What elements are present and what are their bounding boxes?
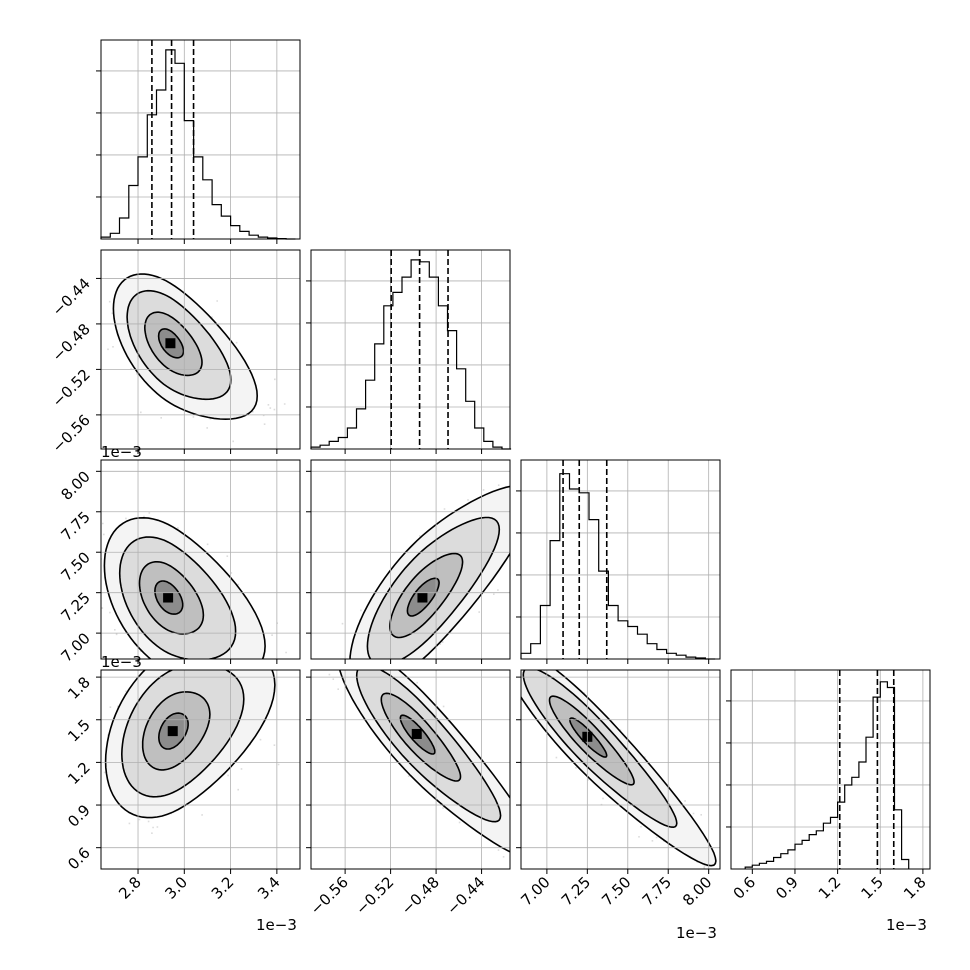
histogram-step-x0 — [100, 49, 296, 240]
offset-label-row-2: 1e−3 — [101, 653, 142, 671]
y-tick-label-x2-1: 7.25 — [57, 589, 93, 625]
histogram-step-x2 — [520, 473, 716, 660]
y-tick-label-x3-4: 1.8 — [64, 673, 94, 703]
contour-line-2 — [366, 516, 501, 659]
contour-line-1 — [141, 691, 211, 771]
density-x1-x2 — [341, 484, 510, 659]
density-x0-x3 — [103, 670, 280, 834]
contour-line-2 — [355, 670, 502, 823]
panel-frame — [310, 669, 511, 870]
contour-line-3 — [103, 516, 266, 659]
contour-panel-x0-x2 — [96, 459, 301, 664]
y-tick-label-x3-0: 0.6 — [64, 844, 94, 874]
contour-line-2 — [120, 670, 245, 798]
panel-frame — [100, 249, 301, 450]
histogram-panel-x0 — [96, 39, 301, 244]
density-peak-x1-x3 — [411, 728, 422, 739]
contour-line-0 — [157, 328, 185, 359]
offset-label-col-2: 1e−3 — [676, 924, 717, 942]
contour-line-1 — [389, 552, 464, 639]
x-tick-label-x0-3: 3.4 — [254, 873, 284, 903]
density-x1-x3 — [328, 670, 510, 858]
panel-frame — [100, 459, 301, 660]
panel-frame — [730, 669, 931, 870]
x-tick-label-x0-0: 2.8 — [115, 873, 145, 903]
panel-frame — [310, 459, 511, 660]
histogram-panel-x1 — [306, 249, 512, 454]
contour-panel-x1-x2 — [306, 459, 511, 664]
density-layer — [101, 273, 718, 869]
contour-line-1 — [548, 695, 635, 786]
panel-frame — [310, 249, 511, 450]
x-tick-label-x2-1: 7.25 — [558, 873, 594, 909]
density-peak-x0-x1 — [165, 338, 176, 349]
x-tick-label-x1-1: −0.52 — [352, 873, 397, 918]
x-tick-label-x3-1: 0.9 — [772, 873, 802, 903]
contour-panel-x0-x3 — [96, 669, 301, 874]
y-tick-label-x3-2: 1.2 — [64, 758, 94, 788]
panel-frame — [520, 669, 721, 870]
contour-line-0 — [406, 577, 440, 617]
density-x0-x1 — [107, 273, 286, 443]
density-peak-x0-x2 — [163, 592, 174, 603]
x-tick-label-x2-4: 8.00 — [679, 873, 715, 909]
contour-line-3 — [349, 485, 510, 659]
x-tick-label-x3-2: 1.2 — [815, 873, 845, 903]
contour-line-0 — [399, 714, 436, 755]
density-peak-x0-x3 — [167, 726, 178, 737]
panel-frame — [520, 459, 721, 660]
histogram-panel-x3 — [726, 669, 931, 874]
contour-line-0 — [154, 580, 184, 615]
contour-panel-x0-x1 — [96, 249, 301, 454]
y-tick-label-x2-3: 7.75 — [57, 508, 93, 544]
y-tick-label-x3-3: 1.5 — [64, 716, 94, 746]
offset-label-row-1: 1e−3 — [101, 443, 142, 461]
y-tick-label-x2-4: 8.00 — [57, 467, 93, 503]
x-tick-label-x2-2: 7.50 — [598, 873, 634, 909]
contour-line-2 — [522, 670, 678, 829]
contour-line-3 — [104, 670, 276, 819]
x-tick-label-x0-1: 3.0 — [162, 873, 192, 903]
offset-label-col-3: 1e−3 — [886, 916, 927, 934]
x-tick-label-x1-0: −0.56 — [307, 873, 352, 918]
contour-line-3 — [521, 670, 717, 867]
y-tick-label-x1-1: −0.52 — [49, 366, 94, 411]
contour-line-0 — [157, 712, 189, 750]
histogram-step-x1 — [310, 259, 512, 450]
x-tick-label-x2-3: 7.75 — [639, 873, 675, 909]
contour-panel-x2-x3 — [516, 669, 721, 874]
x-tick-label-x3-3: 1.5 — [857, 873, 887, 903]
panel-frame — [100, 39, 301, 240]
x-tick-label-x1-2: −0.48 — [398, 873, 443, 918]
x-tick-label-x1-3: −0.44 — [443, 873, 488, 918]
x-tick-label-x3-4: 1.8 — [900, 873, 930, 903]
histogram-panel-x2 — [516, 459, 721, 664]
contour-line-3 — [338, 670, 510, 853]
y-tick-label-x1-3: −0.44 — [49, 275, 94, 320]
x-tick-label-x3-0: 0.6 — [730, 873, 760, 903]
panel-frame — [100, 669, 301, 870]
contour-line-2 — [126, 289, 232, 401]
y-tick-label-x1-2: −0.48 — [49, 320, 94, 365]
contour-panel-x1-x3 — [306, 669, 511, 874]
offset-label-col-0: 1e−3 — [256, 916, 297, 934]
contour-line-3 — [112, 273, 259, 421]
histogram-step-x3 — [744, 681, 910, 869]
y-tick-label-x2-2: 7.50 — [57, 548, 93, 584]
x-tick-label-x2-0: 7.00 — [517, 873, 553, 909]
contour-line-2 — [118, 536, 237, 659]
offset-labels-layer: 1e−3 1e−3 1e−3 1e−3 1e−3 — [101, 443, 927, 942]
y-tick-label-x3-1: 0.9 — [64, 801, 94, 831]
density-peak-x1-x2 — [417, 592, 428, 603]
x-tick-label-x0-2: 3.2 — [208, 873, 238, 903]
y-tick-label-x2-0: 7.00 — [57, 629, 93, 665]
contour-line-1 — [380, 692, 462, 782]
y-tick-label-x1-0: −0.56 — [49, 411, 94, 456]
